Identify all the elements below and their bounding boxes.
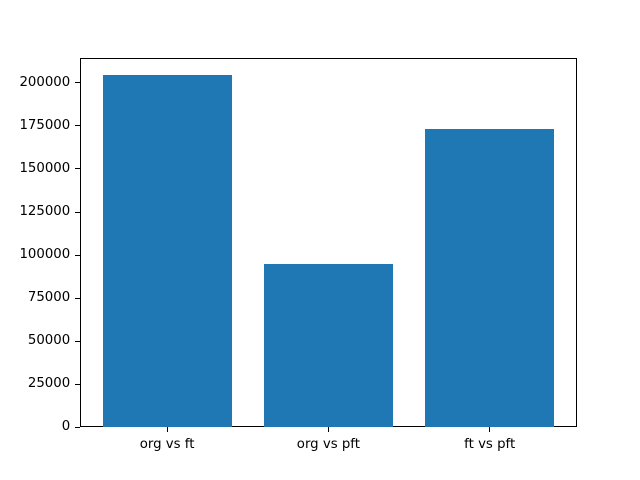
y-tick-label: 200000 (19, 74, 71, 90)
bar-ft-vs-pft (425, 129, 555, 428)
x-tick-label: ft vs pft (464, 437, 516, 452)
bar-org-vs-pft (263, 263, 393, 428)
y-tick-label: 125000 (19, 204, 71, 220)
x-tick-mark (489, 427, 491, 433)
y-tick-mark (75, 297, 80, 299)
y-tick-label: 25000 (27, 376, 71, 392)
y-tick-mark (75, 426, 80, 428)
y-tick-mark (75, 254, 80, 256)
y-tick-label: 175000 (19, 117, 71, 133)
x-tick-label: org vs pft (296, 437, 360, 452)
y-tick-label: 100000 (19, 247, 71, 263)
y-tick-label: 0 (61, 419, 71, 435)
y-tick-label: 50000 (27, 333, 71, 349)
y-tick-label: 75000 (27, 290, 71, 306)
y-tick-label: 150000 (19, 160, 71, 176)
y-tick-mark (75, 211, 80, 213)
x-tick-mark (327, 427, 329, 433)
y-tick-mark (75, 340, 80, 342)
bar-org-vs-ft (102, 75, 232, 428)
y-tick-mark (75, 82, 80, 84)
x-tick-label: org vs ft (139, 437, 195, 452)
x-tick-mark (166, 427, 168, 433)
y-tick-mark (75, 125, 80, 127)
y-tick-mark (75, 383, 80, 385)
y-tick-mark (75, 168, 80, 170)
